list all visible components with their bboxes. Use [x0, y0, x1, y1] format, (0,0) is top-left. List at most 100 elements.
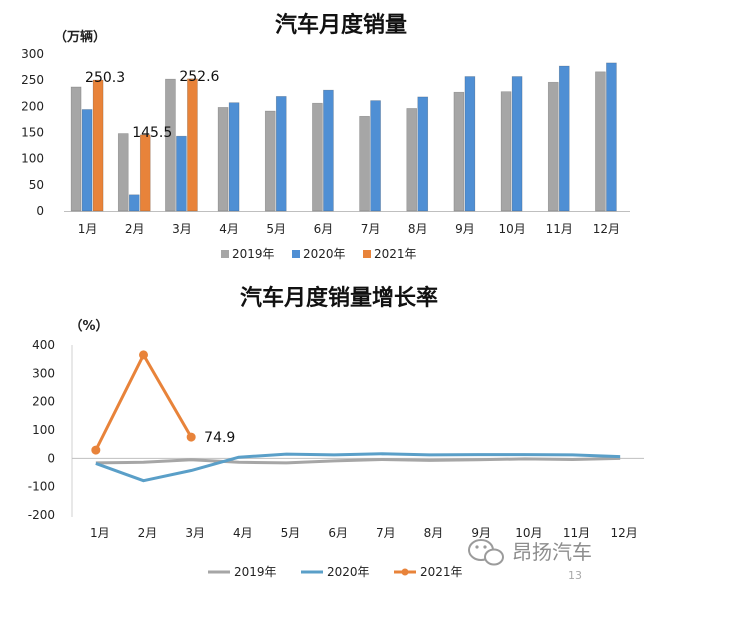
line-point-2021年-3月: [186, 432, 196, 442]
bar-2020年-5月: [275, 96, 287, 212]
bar-2019年-11月: [547, 81, 559, 212]
bar-chart-x-tick-label: 1月: [78, 222, 98, 236]
line-chart-y-tick-label: 200: [32, 395, 55, 409]
watermark-text: 昂扬汽车: [512, 540, 592, 564]
line-chart-title: 汽车月度销量增长率: [240, 285, 438, 311]
bar-chart-x-tick-label: 11月: [546, 222, 573, 236]
bar-2019年-12月: [595, 71, 606, 212]
bar-chart-y-tick-label: 0: [36, 204, 44, 218]
bar-2020年-4月: [228, 102, 240, 212]
line-point-2021年-1月: [91, 445, 101, 455]
bar-chart-data-labels: 250.3 145.5 252.6: [85, 69, 220, 141]
wechat-icon: [468, 539, 504, 566]
line-chart-x-axis: 1月 2月 3月 4月 5月 6月 7月 8月 9月 10月 11月 12月: [90, 526, 638, 540]
bar-2019年-7月: [359, 115, 370, 212]
watermark: 昂扬汽车 13: [468, 539, 592, 582]
bar-chart-x-tick-label: 7月: [361, 222, 381, 236]
bar-chart: 汽车月度销量 （万辆） 0 50 100 150 200 250 300 1月 2月 3月 4月 5…: [21, 12, 630, 261]
line-chart-y-tick-label: 300: [32, 366, 55, 380]
bar-2019年-10月: [500, 91, 512, 212]
bar-2019年-2月: [117, 133, 129, 212]
bar-chart-y-tick-label: 100: [21, 152, 44, 166]
legend-label: 2021年: [420, 565, 463, 579]
legend-label: 2020年: [303, 247, 346, 261]
bar-2021年-2月: [139, 134, 151, 212]
legend-swatch-2021年: [363, 250, 371, 258]
line-chart-y-tick-label: -200: [28, 508, 55, 522]
line-series-2021年: [94, 353, 193, 451]
bar-chart-data-label: 145.5: [132, 125, 172, 141]
line-chart-y-tick-label: -100: [28, 480, 55, 494]
bar-2020年-6月: [323, 89, 334, 212]
bar-2019年-9月: [453, 91, 465, 212]
line-chart-legend: 2019年 2020年 2021年: [208, 565, 463, 579]
bar-chart-bars: [70, 62, 617, 212]
bar-chart-x-tick-label: 10月: [498, 222, 525, 236]
line-chart-x-tick-label: 6月: [328, 526, 348, 540]
line-chart-x-tick-label: 7月: [376, 526, 396, 540]
bar-chart-data-label: 250.3: [85, 70, 125, 86]
legend-swatch-2020年: [292, 250, 300, 258]
bar-2021年-1月: [92, 79, 104, 212]
line-series-2020年: [95, 452, 621, 483]
line-chart-data-labels: 74.9: [204, 430, 235, 446]
bar-chart-y-tick-label: 150: [21, 126, 44, 140]
bar-2020年-11月: [558, 65, 570, 212]
line-point-2021年-2月: [139, 350, 148, 360]
bar-2019年-6月: [312, 102, 323, 212]
bar-chart-data-label: 252.6: [179, 69, 219, 85]
bar-2019年-3月: [165, 78, 176, 212]
bar-2019年-5月: [264, 110, 276, 212]
line-chart-y-tick-label: 100: [32, 423, 55, 437]
bar-2020年-8月: [417, 96, 429, 212]
line-chart-x-tick-label: 10月: [515, 526, 542, 540]
bar-2020年-3月: [176, 135, 187, 212]
bar-2019年-8月: [406, 108, 418, 212]
line-chart-x-tick-label: 12月: [611, 526, 638, 540]
bar-chart-legend: 2019年 2020年 2021年: [221, 247, 417, 261]
line-chart-series: [91, 350, 621, 483]
legend-marker-2021年: [401, 568, 409, 576]
bar-chart-x-tick-label: 5月: [266, 222, 286, 236]
line-chart-y-tick-label: 400: [32, 338, 55, 352]
legend-label: 2019年: [232, 247, 275, 261]
bar-chart-x-tick-label: 2月: [125, 222, 145, 236]
line-chart-x-tick-label: 9月: [471, 526, 491, 540]
bar-chart-y-unit: （万辆）: [54, 29, 106, 45]
line-chart-x-tick-label: 4月: [233, 526, 253, 540]
bar-chart-x-tick-label: 9月: [455, 222, 475, 236]
bar-chart-y-tick-label: 200: [21, 99, 44, 113]
bar-chart-y-tick-label: 50: [29, 178, 44, 192]
bar-2020年-10月: [511, 76, 523, 212]
bar-chart-x-tick-label: 4月: [219, 222, 239, 236]
bar-2020年-1月: [81, 109, 93, 212]
bar-chart-x-axis: 1月 2月 3月 4月 5月 6月 7月 8月 9月 10月 11月 12月: [78, 222, 620, 236]
line-chart-x-tick-label: 11月: [563, 526, 590, 540]
bar-2020年-12月: [606, 62, 617, 212]
bar-2020年-9月: [464, 76, 476, 212]
line-chart-x-tick-label: 3月: [185, 526, 205, 540]
bar-2020年-2月: [128, 194, 140, 212]
bar-chart-y-tick-label: 250: [21, 73, 44, 87]
legend-label: 2020年: [327, 565, 370, 579]
line-chart-data-label: 74.9: [204, 430, 235, 446]
bar-chart-x-tick-label: 12月: [593, 222, 620, 236]
bar-chart-y-axis: 0 50 100 150 200 250 300: [21, 47, 44, 218]
line-chart-x-tick-label: 5月: [281, 526, 301, 540]
bar-2021年-3月: [187, 78, 198, 212]
bar-chart-title: 汽车月度销量: [275, 12, 407, 38]
line-chart-x-tick-label: 1月: [90, 526, 110, 540]
bar-chart-x-tick-label: 8月: [408, 222, 428, 236]
bar-chart-x-tick-label: 6月: [314, 222, 334, 236]
legend-label: 2021年: [374, 247, 417, 261]
bar-2019年-1月: [70, 86, 82, 212]
page-number: 13: [568, 569, 582, 582]
legend-swatch-2019年: [221, 250, 229, 258]
line-chart-y-tick-label: 0: [47, 451, 55, 465]
line-chart-x-tick-label: 2月: [138, 526, 158, 540]
bar-chart-x-tick-label: 3月: [172, 222, 192, 236]
line-chart-y-unit: （%）: [69, 318, 108, 334]
line-chart: 汽车月度销量增长率 （%） -200 -100 0 100 200 300 400 1月 2月…: [28, 285, 644, 579]
